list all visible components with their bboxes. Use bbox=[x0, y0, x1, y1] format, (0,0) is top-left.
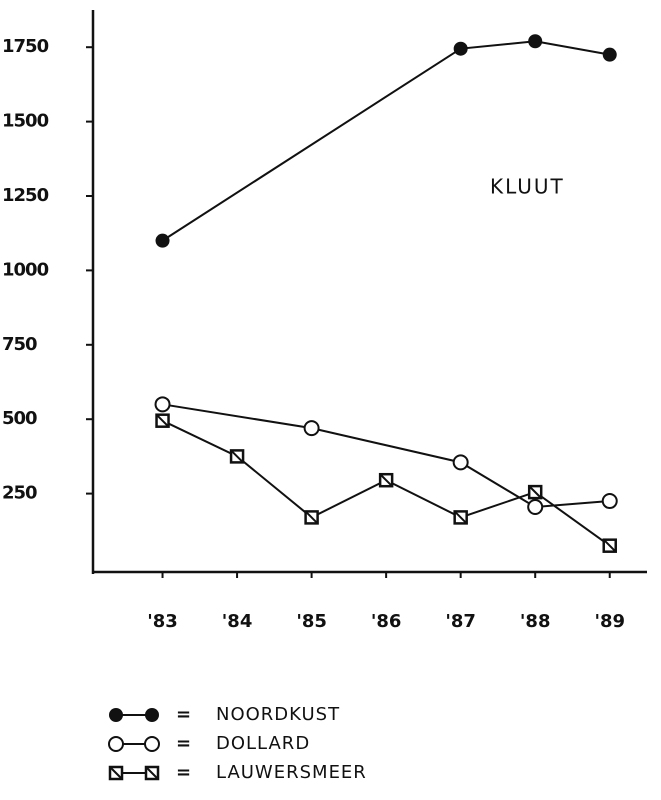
legend-separator: = bbox=[176, 762, 191, 783]
marker-hatch bbox=[379, 473, 393, 487]
marker-hatch bbox=[453, 510, 468, 525]
marker-hatch bbox=[603, 538, 617, 553]
marker-hatch bbox=[230, 449, 244, 464]
marker-hatch bbox=[155, 413, 170, 428]
marker-hatch bbox=[109, 766, 123, 780]
x-tick-label: '85 bbox=[296, 611, 327, 632]
point bbox=[303, 420, 320, 437]
y-tick-label: 750 bbox=[2, 334, 37, 355]
legend-separator: = bbox=[176, 733, 191, 754]
marker-hatch bbox=[304, 510, 319, 525]
point bbox=[527, 498, 544, 515]
legend-separator: = bbox=[176, 704, 191, 725]
x-tick-label: '88 bbox=[520, 611, 551, 632]
marker-hatch bbox=[528, 485, 542, 499]
legend-label: NOORDKUST bbox=[216, 704, 340, 725]
legend-label: LAUWERSMEER bbox=[216, 762, 367, 783]
point bbox=[145, 708, 159, 722]
legend-label: DOLLARD bbox=[216, 733, 310, 754]
point bbox=[144, 736, 160, 752]
series-line bbox=[162, 403, 610, 509]
x-tick-label: '84 bbox=[222, 611, 253, 632]
point bbox=[109, 708, 123, 722]
point bbox=[528, 34, 543, 49]
y-tick-label: 1500 bbox=[2, 111, 49, 132]
x-tick-label: '86 bbox=[371, 611, 402, 632]
y-tick-label: 1250 bbox=[2, 185, 49, 206]
point bbox=[602, 47, 617, 62]
x-tick-label: '83 bbox=[147, 611, 178, 632]
x-tick-label: '87 bbox=[445, 611, 476, 632]
point bbox=[452, 454, 469, 471]
marker-hatch bbox=[145, 766, 159, 780]
y-tick-label: 1000 bbox=[2, 259, 49, 280]
point bbox=[154, 396, 171, 413]
annotation: KLUUT bbox=[490, 175, 565, 199]
point bbox=[108, 736, 124, 752]
point bbox=[453, 41, 468, 56]
y-tick-label: 1750 bbox=[2, 36, 49, 57]
series-line bbox=[161, 40, 610, 242]
point bbox=[601, 493, 618, 510]
point bbox=[155, 233, 170, 248]
y-tick-label: 250 bbox=[2, 483, 37, 504]
y-tick-label: 500 bbox=[2, 408, 37, 429]
x-tick-label: '89 bbox=[594, 611, 625, 632]
